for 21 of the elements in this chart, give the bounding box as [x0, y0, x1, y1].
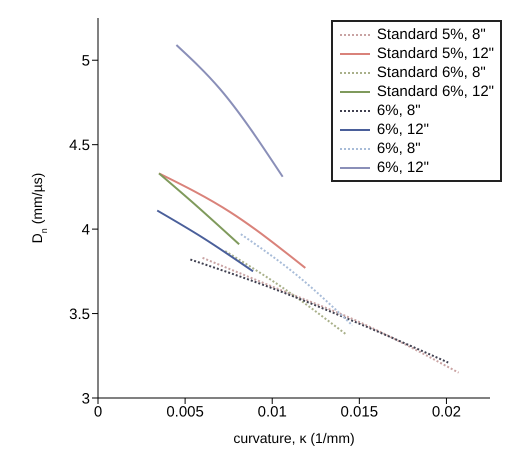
y-tick-label: 4 [82, 221, 90, 238]
legend-label: Standard 6%, 8" [376, 63, 486, 82]
x-tick-label: 0.015 [340, 404, 378, 421]
y-tick-label: 5 [82, 52, 90, 70]
legend-label: 6%, 8" [376, 139, 421, 158]
y-tick-label: 3.5 [69, 306, 90, 323]
x-tick-label: 0.02 [432, 404, 462, 421]
legend-label: 6%, 12" [376, 158, 429, 177]
x-tick-label: 0.005 [166, 404, 204, 421]
legend-label: Standard 5%, 12" [376, 44, 494, 63]
y-tick-label: 3 [82, 390, 90, 408]
y-tick-label: 4.5 [69, 136, 90, 154]
x-axis-title: curvature, κ (1/mm) [233, 430, 355, 446]
line-series [202, 256, 460, 374]
legend-label: 6%, 12" [376, 120, 429, 139]
legend-label: 6%, 8" [376, 101, 421, 120]
legend-label: Standard 5%, 8" [376, 25, 486, 44]
line-series [189, 258, 450, 364]
x-tick-label: 0 [94, 404, 102, 421]
x-tick-label: 0.01 [258, 404, 287, 421]
legend-label: Standard 6%, 12" [376, 82, 494, 101]
